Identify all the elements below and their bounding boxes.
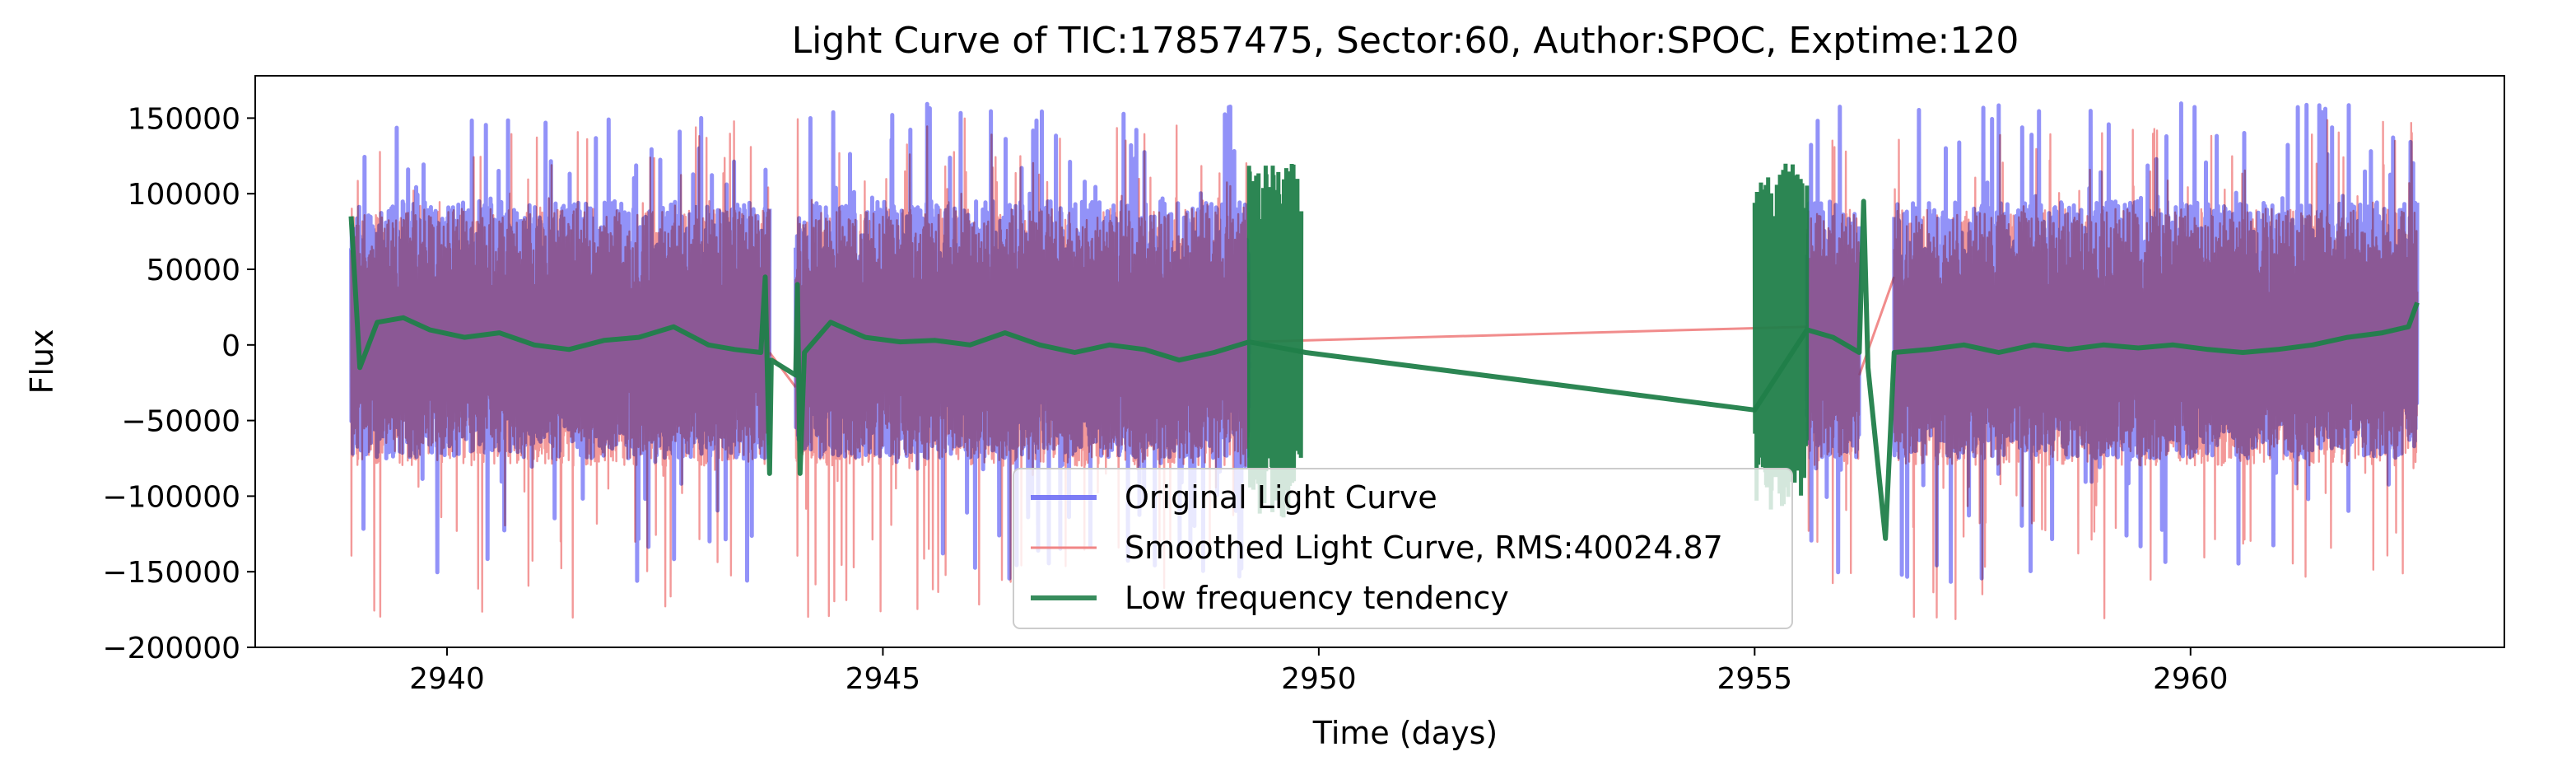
low-frequency-series <box>348 163 2420 541</box>
low-frequency-trend-line <box>348 198 2420 541</box>
smoothed-light-curve-gap-bridge <box>1249 325 1807 343</box>
smoothed-light-curve-segment <box>1805 139 1861 585</box>
legend-label-smoothed: Smoothed Light Curve, RMS:40024.87 <box>1125 530 1723 566</box>
y-axis-ticks: 150000 100000 50000 0 −50000 −100000 −150000 −2… <box>102 102 255 665</box>
y-tick-label: 50000 <box>146 254 240 287</box>
y-tick-label: 100000 <box>128 178 240 212</box>
legend-label-original: Original Light Curve <box>1125 479 1437 516</box>
legend-box <box>1013 468 1793 629</box>
smoothed-light-curve-gap-bridge <box>1857 276 1896 376</box>
legend: Original Light Curve Smoothed Light Curv… <box>1013 468 1793 629</box>
x-axis-label: Time (days) <box>1312 715 1498 751</box>
smoothed-light-curve-segment <box>794 117 1251 619</box>
smoothed-light-curve-segment <box>1893 119 2419 620</box>
y-tick-label: −200000 <box>102 632 240 665</box>
series-layer <box>348 101 2420 620</box>
x-tick-label: 2950 <box>1281 662 1357 696</box>
axes-frame <box>254 75 2505 648</box>
y-tick-label: 150000 <box>128 102 240 136</box>
smoothed-light-curve-segment <box>350 120 771 619</box>
y-tick-label: −50000 <box>121 405 240 439</box>
x-tick-label: 2955 <box>1717 662 1793 696</box>
legend-label-low-frequency: Low frequency tendency <box>1125 580 1509 616</box>
y-axis-label: Flux <box>24 329 60 395</box>
chart-title: Light Curve of TIC:17857475, Sector:60, … <box>792 20 2019 62</box>
y-tick-label: 0 <box>221 329 240 363</box>
smoothed-light-curve-series <box>350 117 2419 620</box>
x-tick-label: 2960 <box>2153 662 2229 696</box>
y-tick-label: −100000 <box>102 480 240 514</box>
x-tick-label: 2945 <box>845 662 921 696</box>
low-frequency-dense-block <box>1752 163 1810 510</box>
y-tick-label: −150000 <box>102 556 240 590</box>
plot-area <box>254 75 2505 648</box>
x-tick-label: 2940 <box>409 662 485 696</box>
low-frequency-dense-block <box>1246 163 1304 518</box>
x-axis-ticks: 2940 2945 2950 2955 2960 <box>409 647 2229 696</box>
